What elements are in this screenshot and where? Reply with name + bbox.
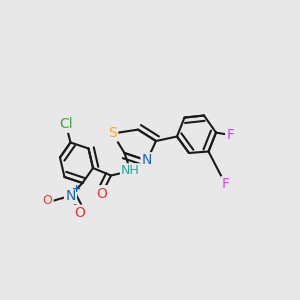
Text: N: N xyxy=(65,189,76,202)
Text: -: - xyxy=(58,194,62,205)
Text: Cl: Cl xyxy=(59,118,73,131)
Text: O: O xyxy=(43,194,52,208)
Text: O: O xyxy=(74,206,85,220)
Text: F: F xyxy=(222,178,230,191)
Text: S: S xyxy=(108,127,117,140)
Text: F: F xyxy=(226,128,234,142)
Text: +: + xyxy=(72,184,81,194)
Text: NH: NH xyxy=(121,164,140,178)
Text: N: N xyxy=(142,154,152,167)
Text: O: O xyxy=(97,187,107,200)
